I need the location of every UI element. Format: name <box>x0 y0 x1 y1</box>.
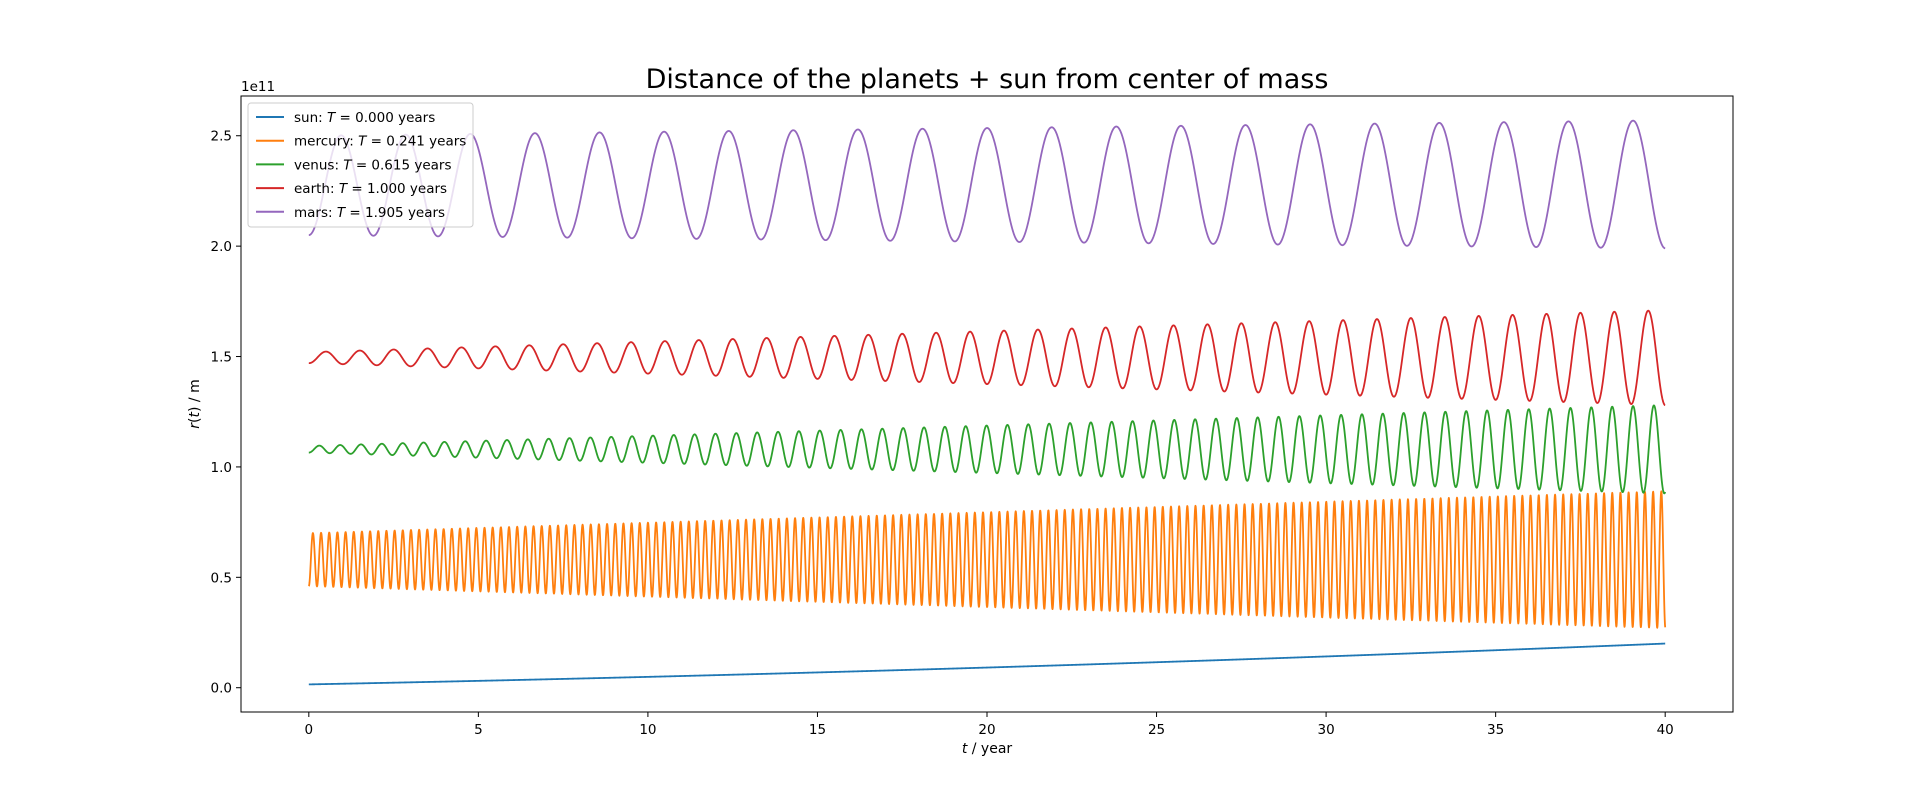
legend-label: earth: T = 1.000 years <box>294 181 447 197</box>
y-tick-label: 0.5 <box>211 570 232 586</box>
series-line <box>308 404 1667 495</box>
x-axis-ticks: 0 5 10 15 20 25 30 35 40 <box>305 712 1674 738</box>
x-tick-label: 25 <box>1148 722 1165 738</box>
y-tick-label: 1.5 <box>211 350 232 366</box>
chart-title: Distance of the planets + sun from cente… <box>646 64 1329 95</box>
plot-area <box>240 95 1734 713</box>
x-axis-label: t / year <box>962 741 1013 757</box>
series-line <box>308 309 1666 406</box>
legend: sun: T = 0.000 years mercury: T = 0.241 y… <box>247 102 474 228</box>
legend-entries: sun: T = 0.000 years mercury: T = 0.241 y… <box>256 110 466 221</box>
y-tick-label: 1.0 <box>211 460 232 476</box>
x-tick-label: 0 <box>305 722 314 738</box>
y-axis-label-var: t <box>187 411 203 417</box>
y-axis-label-unit: ) / m <box>187 379 203 412</box>
x-tick-label: 40 <box>1657 722 1674 738</box>
x-tick-label: 15 <box>809 722 826 738</box>
series-line <box>308 119 1666 250</box>
y-axis-ticks: 0.0 0.5 1.0 1.5 2.0 2.5 <box>211 129 241 697</box>
x-tick-label: 10 <box>639 722 656 738</box>
y-axis-label: r(t) / m <box>187 379 203 428</box>
y-axis-offset-label: 1e11 <box>241 79 275 95</box>
y-axis-label-symbol: r <box>187 422 203 429</box>
x-tick-label: 30 <box>1317 722 1334 738</box>
x-axis-label-unit: / year <box>967 741 1012 757</box>
x-tick-label: 20 <box>978 722 995 738</box>
y-tick-label: 2.5 <box>211 129 232 145</box>
series-line <box>308 490 1667 629</box>
legend-label: mars: T = 1.905 years <box>294 205 445 221</box>
legend-label: sun: T = 0.000 years <box>294 110 435 126</box>
y-tick-label: 2.0 <box>211 239 232 255</box>
series-line <box>308 642 1666 686</box>
y-axis-label-paren: ( <box>187 417 203 422</box>
legend-box <box>247 102 474 228</box>
series-layer <box>308 119 1667 686</box>
legend-label: venus: T = 0.615 years <box>294 157 452 173</box>
x-tick-label: 35 <box>1487 722 1504 738</box>
legend-label: mercury: T = 0.241 years <box>294 134 466 150</box>
x-tick-label: 5 <box>474 722 483 738</box>
y-tick-label: 0.0 <box>211 681 232 697</box>
x-axis-label-symbol: t <box>962 741 968 757</box>
